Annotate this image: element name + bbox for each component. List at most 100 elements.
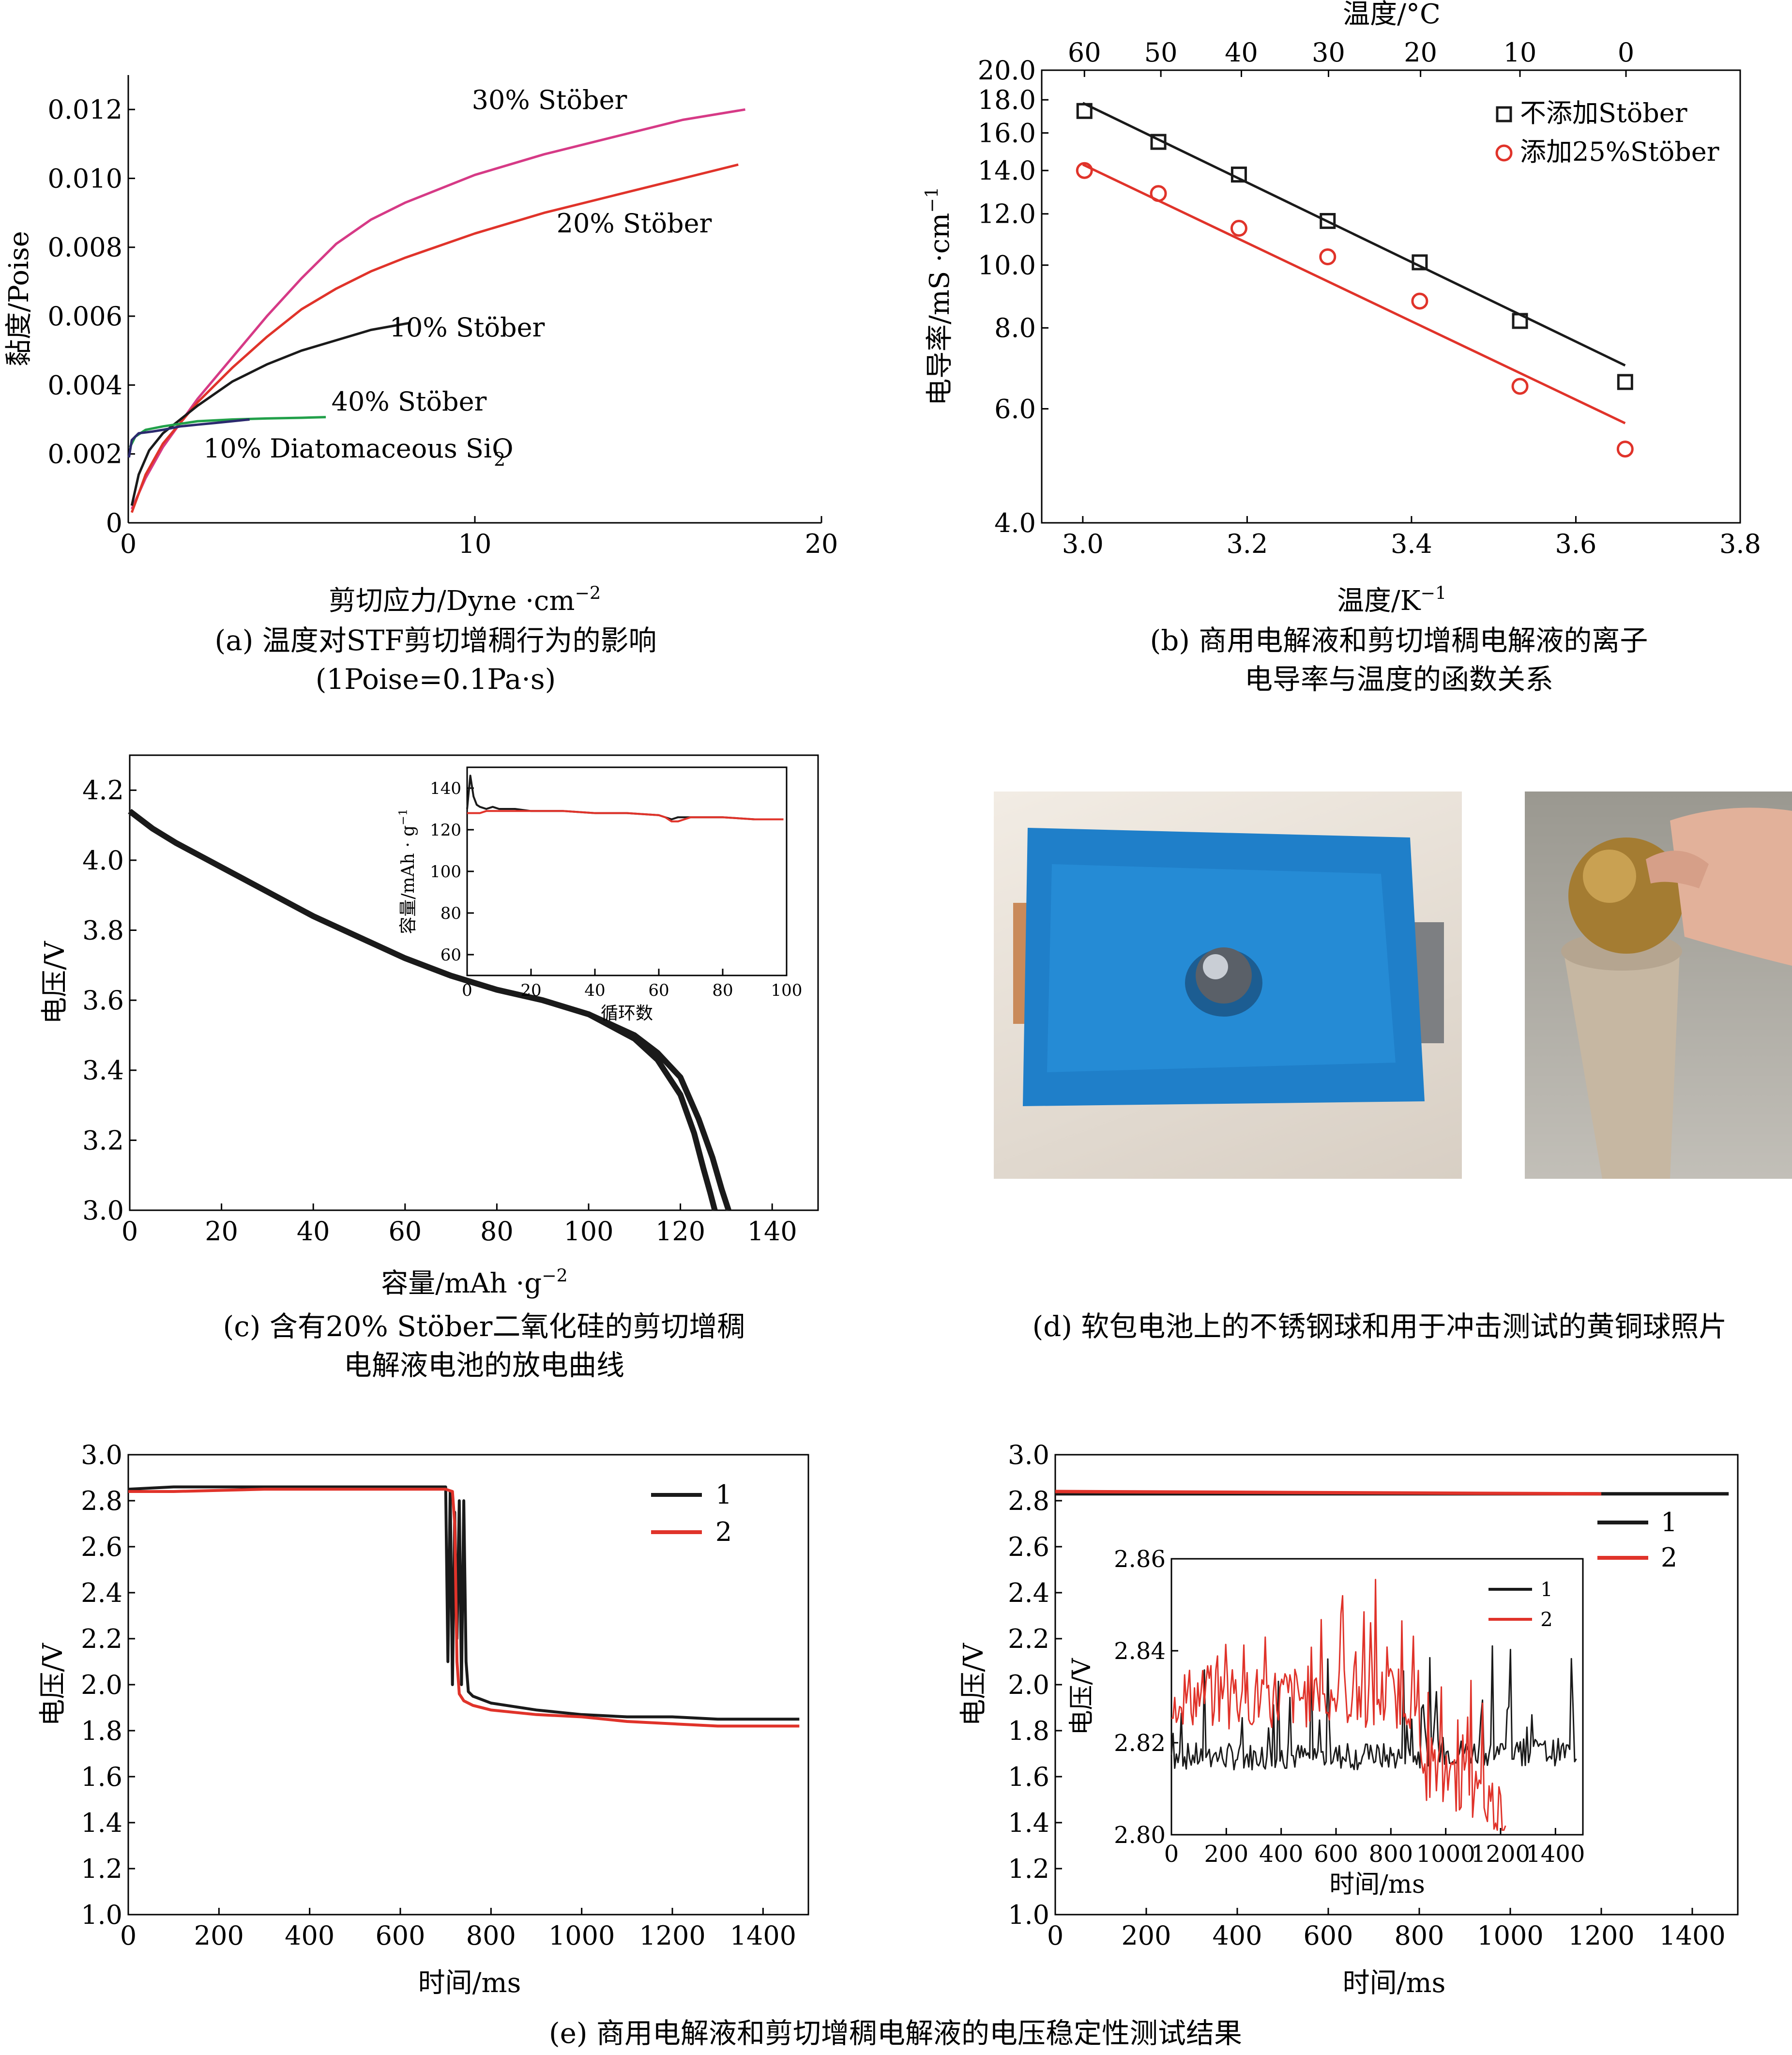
y-tick-label: 12.0 (978, 199, 1036, 229)
caption-a: (a) 温度对STF剪切增稠行为的影响 (1Poise=0.1Pa·s) (145, 621, 726, 699)
x-tick-label: 80 (480, 1216, 514, 1247)
e-right-inset-xlabel: 时间/ms (1329, 1870, 1425, 1899)
e-right-inset-ylabel: 电压/V (1067, 1658, 1096, 1735)
y-tick-label: 10.0 (978, 250, 1036, 281)
y-tick-label: 18.0 (978, 85, 1036, 115)
y-tick-label: 1.0 (1008, 1900, 1049, 1930)
b-top-tick-label: 10 (1503, 37, 1537, 68)
a-label-sub: 2 (494, 449, 505, 470)
x-tick-label: 1400 (1526, 1841, 1585, 1868)
x-tick-label: 1200 (1568, 1920, 1634, 1951)
x-tick-label: 1400 (730, 1920, 796, 1951)
y-tick-label: 2.6 (81, 1532, 122, 1562)
x-tick-label: 1400 (1659, 1920, 1725, 1951)
x-tick-label: 600 (1303, 1920, 1353, 1951)
x-tick-label: 1200 (1471, 1841, 1530, 1868)
a-series-line (130, 163, 739, 513)
c-ylabel: 电压/V (39, 941, 71, 1024)
caption-b-line1: (b) 商用电解液和剪切增稠电解液的离子 (1150, 624, 1648, 657)
y-tick-label: 120 (430, 821, 461, 840)
b-top-xlabel: 温度/°C (1343, 0, 1441, 30)
y-tick-label: 2.4 (1008, 1578, 1049, 1608)
y-tick-label: 2.82 (1114, 1730, 1166, 1757)
y-tick-label: 2.80 (1114, 1822, 1166, 1849)
x-tick-label: 1000 (548, 1920, 615, 1951)
y-tick-label: 4.2 (82, 775, 124, 806)
y-tick-label: 1.4 (1008, 1808, 1049, 1838)
b-square-point (1412, 254, 1428, 271)
x-tick-label: 400 (1259, 1841, 1304, 1868)
e-left-legend-label-2: 2 (715, 1517, 732, 1547)
b-fit-line (1082, 163, 1626, 425)
a-xlabel: 剪切应力/Dyne ·cm−2 (329, 583, 601, 617)
y-tick-label: 140 (430, 779, 461, 798)
y-tick-label: 2.2 (1008, 1624, 1049, 1654)
x-tick-label: 60 (388, 1216, 422, 1247)
x-tick-label: 40 (297, 1216, 330, 1247)
a-series-line (127, 418, 250, 458)
caption-c-line2: 电解液电池的放电曲线 (343, 1349, 624, 1382)
y-tick-label: 3.0 (82, 1195, 124, 1226)
x-tick-label: 600 (1314, 1841, 1358, 1868)
y-tick-label: 4.0 (994, 508, 1036, 538)
c-frame (129, 754, 819, 1211)
y-tick-label: 80 (440, 904, 461, 923)
x-tick-label: 3.8 (1719, 529, 1761, 559)
y-tick-label: 1.4 (81, 1808, 122, 1838)
b-xlabel: 温度/K−1 (1337, 583, 1446, 617)
e-left-xlabel: 时间/ms (418, 1967, 521, 1999)
y-tick-label: 2.6 (1008, 1532, 1049, 1562)
x-tick-label: 800 (1394, 1920, 1444, 1951)
b-legend-label-2: 添加25%Stöber (1520, 137, 1719, 167)
x-tick-label: 800 (1369, 1841, 1413, 1868)
caption-b: (b) 商用电解液和剪切增稠电解液的离子 电导率与温度的函数关系 (1084, 621, 1714, 699)
caption-a-line2: (1Poise=0.1Pa·s) (315, 663, 556, 696)
c-inset-line (467, 810, 784, 822)
x-tick-label: 3.6 (1555, 529, 1597, 559)
a-label-30: 30% Stöber (472, 85, 627, 115)
x-tick-label: 40 (584, 981, 605, 1000)
x-tick-label: 140 (747, 1216, 797, 1247)
b-square-point (1150, 134, 1167, 150)
e-right-ylabel: 电压/V (958, 1643, 989, 1726)
y-tick-label: 16.0 (978, 118, 1036, 149)
e-left-series-line (128, 1488, 800, 1728)
caption-e-line1: (e) 商用电解液和剪切增稠电解液的电压稳定性测试结果 (548, 2017, 1243, 2050)
b-fit-line (1082, 102, 1626, 367)
x-tick-label: 1000 (1477, 1920, 1543, 1951)
y-tick-label: 8.0 (994, 313, 1036, 343)
b-circle-point (1616, 441, 1634, 458)
caption-d-line1: (d) 软包电池上的不锈钢球和用于冲击测试的黄铜球照片 (1032, 1310, 1727, 1343)
a-label-40: 40% Stöber (332, 386, 487, 417)
y-tick-label: 2.84 (1114, 1638, 1166, 1665)
b-circle-point (1511, 378, 1529, 395)
x-tick-label: 400 (285, 1920, 334, 1951)
caption-a-line1: (a) 温度对STF剪切增稠行为的影响 (214, 624, 657, 657)
x-tick-label: 0 (121, 1216, 138, 1247)
b-frame (1041, 69, 1741, 524)
a-label-diatomaceous: 10% Diatomaceous SiO (203, 433, 513, 464)
x-tick-label: 20 (205, 1216, 238, 1247)
c-inset-xlabel: 循环数 (601, 1004, 653, 1023)
y-tick-label: 3.0 (81, 1440, 122, 1470)
a-label-20: 20% Stöber (557, 208, 712, 239)
y-tick-label: 14.0 (978, 155, 1036, 186)
y-tick-label: 1.6 (81, 1762, 122, 1792)
b-legend-label-1: 不添加Stöber (1520, 98, 1687, 128)
b-square-point (1320, 213, 1336, 229)
y-tick-label: 0.010 (47, 163, 122, 194)
y-tick-label: 100 (430, 862, 461, 882)
b-circle-point (1150, 185, 1167, 202)
e-right-inset-legend-label-2: 2 (1540, 1609, 1552, 1631)
y-tick-label: 1.2 (1008, 1854, 1049, 1884)
caption-d: (d) 软包电池上的不锈钢球和用于冲击测试的黄铜球照片 (987, 1307, 1772, 1346)
e-right-legend-label-2: 2 (1661, 1542, 1677, 1573)
brass-ball-photo (1525, 792, 1792, 1179)
y-tick-label: 3.8 (82, 915, 124, 945)
x-tick-label: 3.2 (1226, 529, 1268, 559)
b-top-tick-label: 20 (1404, 37, 1437, 68)
a-label-10: 10% Stöber (390, 312, 545, 343)
b-top-tick-label: 0 (1618, 37, 1634, 68)
y-tick-label: 1.0 (81, 1900, 122, 1930)
x-tick-label: 100 (771, 981, 803, 1000)
